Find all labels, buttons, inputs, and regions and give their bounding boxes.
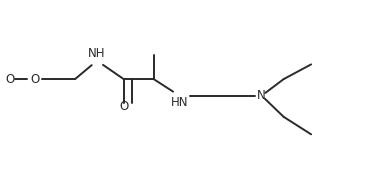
Text: O: O <box>119 100 128 113</box>
Text: O: O <box>5 73 15 86</box>
Text: O: O <box>30 73 40 86</box>
Text: NH: NH <box>88 47 106 60</box>
Text: HN: HN <box>171 96 188 109</box>
Text: N: N <box>257 89 266 102</box>
